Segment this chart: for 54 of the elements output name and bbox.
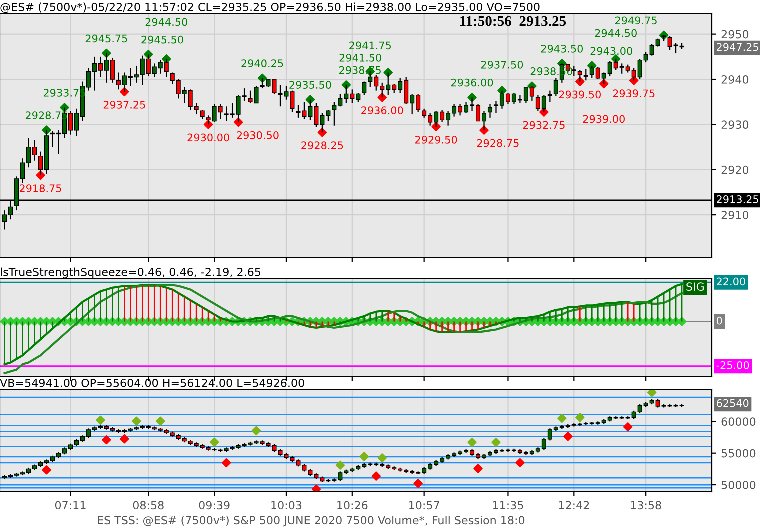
data-label: 2945.75 [86, 34, 128, 43]
data-label: 2932.75 [523, 121, 565, 130]
data-label: 2949.75 [616, 16, 657, 25]
data-label: 2918.75 [20, 184, 62, 192]
data-label: 2943.50 [541, 44, 584, 53]
data-label: 2940.25 [242, 60, 284, 68]
y-tick-label: 2950 [722, 30, 749, 39]
y-tick-label: 60000 [722, 418, 756, 426]
text: 2947.25 [717, 43, 758, 52]
data-label: 2945.50 [142, 36, 184, 44]
chart-title: @ES# (7500v*)-05/22/20 11:57:02 CL=2935.25 OP=2936.50 Hi=2938.00 Lo=2935.00 VO=7500 [0, 2, 540, 14]
ref-line-label: 22.00 [717, 278, 746, 286]
chart-title: VB=54941.00 OP=55604.00 H=56124.00 L=54926.00 [0, 378, 304, 388]
data-label: 2936.00 [451, 78, 494, 87]
annotation: 11:50:56 2913.25 [460, 16, 566, 26]
data-label: 2941.50 [340, 54, 382, 62]
x-tick-label: 13:58 [631, 501, 662, 510]
x-tick-label: 08:58 [133, 501, 164, 510]
y-tick-label: 50000 [722, 481, 756, 490]
x-tick-label: 07:11 [55, 501, 86, 510]
data-label: 2944.50 [595, 29, 637, 38]
data-label: 2943.00 [590, 47, 632, 56]
data-label: 2936.00 [362, 106, 404, 115]
y-tick-label: 55000 [722, 449, 756, 458]
ref-line-label: 0 [716, 316, 722, 325]
x-tick-label: 09:39 [199, 501, 230, 510]
x-tick-label: 10:03 [272, 501, 302, 510]
x-tick-label: 11:35 [493, 501, 524, 510]
data-label: 2944.50 [146, 18, 188, 26]
x-tick-label: 10:57 [410, 501, 440, 510]
x-tick-label: 12:42 [559, 501, 590, 510]
data-label: 2941.75 [350, 42, 392, 50]
text: ES TSS: @ES# (7500v*) S&P 500 JUNE 2020 7500 Volume*, Full Session 18:0 [98, 516, 525, 527]
data-label: 2928.25 [302, 142, 344, 150]
data-label: 2929.50 [416, 136, 458, 144]
data-label: 2939.50 [559, 90, 601, 99]
y-tick-label: 2920 [722, 166, 749, 174]
ref-line-label: -25.00 [716, 361, 750, 370]
y-tick-label: 2910 [722, 211, 749, 220]
data-label: 2928.75 [477, 139, 519, 148]
ref-line-label: 2913.25 [717, 196, 758, 204]
y-tick-label: 2930 [722, 120, 749, 130]
data-label: 2939.00 [583, 115, 625, 124]
data-label: 2937.25 [104, 100, 146, 109]
x-tick-label: 10:26 [338, 501, 368, 510]
data-label: 2930.00 [188, 134, 230, 142]
text: SIG [686, 282, 704, 292]
data-label: 2935.50 [290, 81, 332, 89]
data-label: 2939.75 [613, 90, 655, 98]
data-label: 2937.50 [481, 60, 524, 69]
data-label: 2930.50 [237, 131, 279, 140]
text: 62540 [717, 399, 749, 408]
y-tick-label: 2940 [722, 75, 749, 84]
chart-title: lsTrueStrengthSqueeze=0.46, 0.46, -2.19, 2.65 [1, 268, 261, 279]
